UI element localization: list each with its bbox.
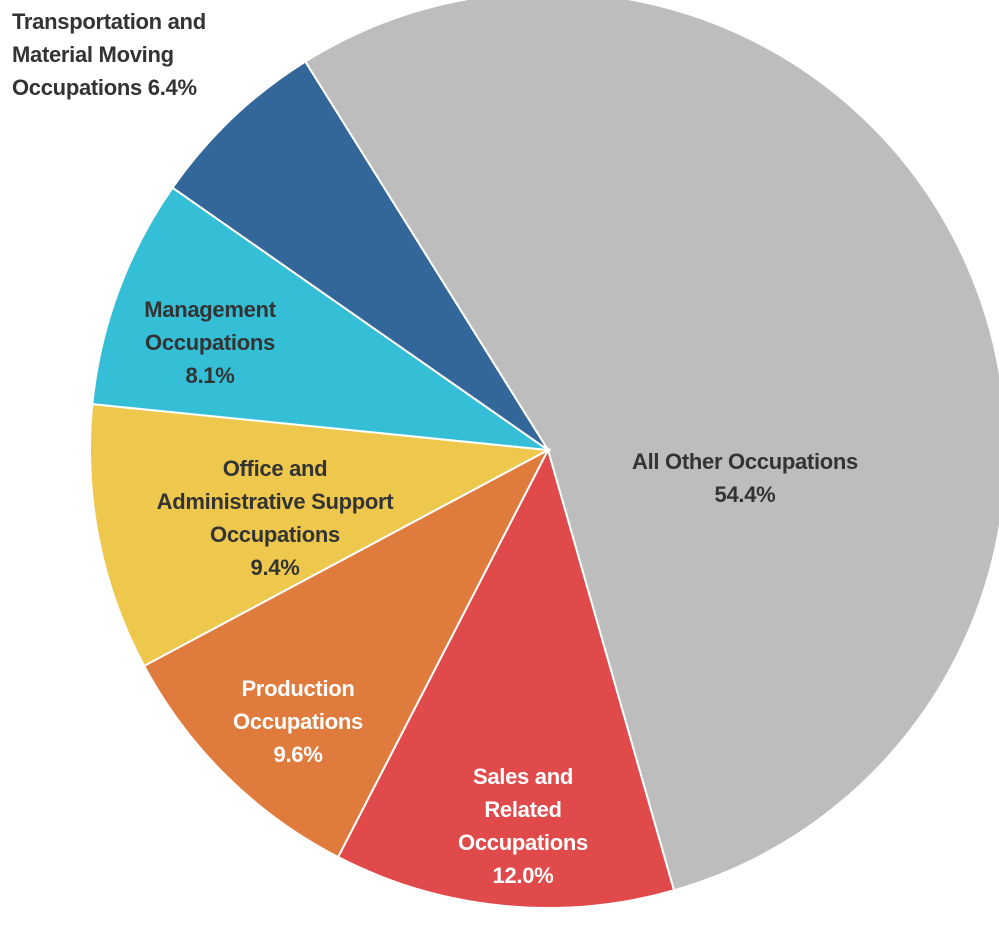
category-label: Production Occupations bbox=[233, 676, 363, 734]
slice-label: Management Occupations 8.1% bbox=[110, 293, 310, 392]
pie-slice bbox=[336, 447, 676, 909]
slice-label: Sales and Related Occupations 12.0% bbox=[438, 760, 608, 892]
pie-slice bbox=[303, 0, 999, 892]
pie-slice bbox=[89, 403, 552, 668]
category-label: All Other Occupations bbox=[632, 449, 858, 474]
pie-slice bbox=[91, 186, 552, 452]
category-label: Transportation and Material Moving Occup… bbox=[12, 9, 206, 100]
slice-label: Production Occupations 9.6% bbox=[213, 672, 383, 771]
value-label: 12.0% bbox=[492, 863, 554, 888]
pie-slice bbox=[171, 60, 549, 451]
value-label: 54.4% bbox=[714, 482, 776, 507]
pie-slice bbox=[142, 447, 551, 859]
category-label: Sales and Related Occupations bbox=[458, 764, 588, 855]
value-label: 9.4% bbox=[250, 555, 300, 580]
value-label: 6.4% bbox=[147, 75, 197, 100]
value-label: 8.1% bbox=[185, 363, 235, 388]
value-label: 9.6% bbox=[273, 742, 323, 767]
slice-label: All Other Occupations 54.4% bbox=[590, 445, 900, 511]
slice-label: Office and Administrative Support Occupa… bbox=[150, 452, 400, 584]
category-label: Management Occupations bbox=[144, 297, 276, 355]
category-label: Office and Administrative Support Occupa… bbox=[156, 456, 394, 547]
slice-label: Transportation and Material Moving Occup… bbox=[12, 5, 274, 104]
